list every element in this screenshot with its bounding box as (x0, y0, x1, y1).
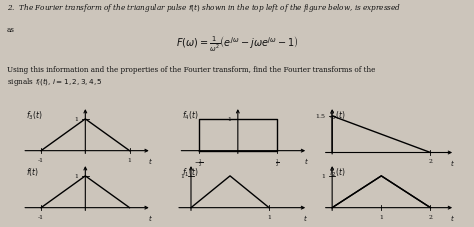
Text: $t$: $t$ (148, 155, 153, 165)
Text: 1.5: 1.5 (316, 114, 326, 119)
Text: Using this information and the properties of the Fourier transform, find the Fou: Using this information and the propertie… (7, 66, 375, 88)
Text: $f_5(t)$: $f_5(t)$ (329, 109, 346, 121)
Text: 1: 1 (181, 174, 184, 179)
Text: 2: 2 (428, 159, 432, 164)
Text: $f(t)$: $f(t)$ (26, 166, 38, 178)
Text: $F(\omega) = \frac{1}{\omega^2}\left(e^{j\omega} - j\omega e^{j\omega} - 1\right: $F(\omega) = \frac{1}{\omega^2}\left(e^{… (176, 34, 298, 54)
Text: 1: 1 (75, 117, 79, 122)
Text: 2.  The Fourier transform of the triangular pulse $f(t)$ shown in the top left o: 2. The Fourier transform of the triangul… (7, 2, 401, 14)
Text: $\frac{1}{2}$: $\frac{1}{2}$ (274, 157, 279, 169)
Text: $f_1(t)$: $f_1(t)$ (182, 166, 199, 178)
Text: -1: -1 (38, 157, 44, 162)
Text: $t$: $t$ (303, 212, 308, 222)
Text: $t$: $t$ (450, 212, 455, 222)
Text: 1: 1 (379, 214, 383, 219)
Text: 1: 1 (227, 117, 231, 122)
Text: $t$: $t$ (450, 157, 455, 167)
Text: $f_3(t)$: $f_3(t)$ (26, 109, 42, 121)
Text: 1: 1 (75, 174, 79, 179)
Text: $t$: $t$ (148, 212, 153, 222)
Text: $f_4(t)$: $f_4(t)$ (182, 109, 199, 121)
Text: 1: 1 (321, 174, 326, 179)
Text: $t$: $t$ (304, 155, 309, 165)
Text: 1: 1 (128, 157, 132, 162)
Text: 2: 2 (428, 214, 432, 219)
Text: as: as (7, 26, 15, 34)
Text: $-\frac{1}{2}$: $-\frac{1}{2}$ (194, 157, 203, 169)
Text: $f_2(t)$: $f_2(t)$ (329, 166, 346, 178)
Text: 1: 1 (267, 214, 271, 219)
Text: -1: -1 (38, 214, 44, 219)
